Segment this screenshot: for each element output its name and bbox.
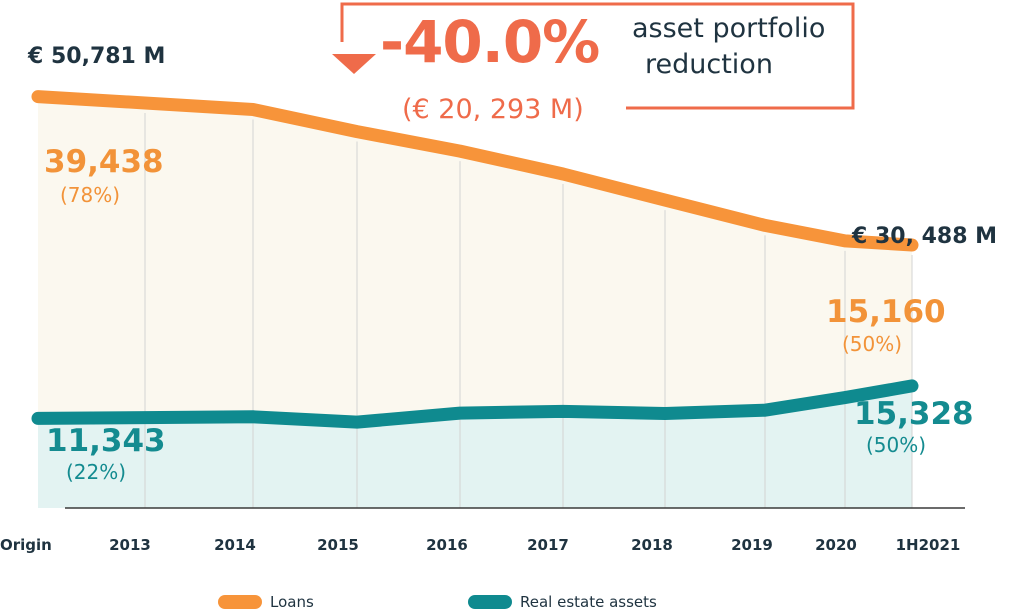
x-tick-label: 2020 — [815, 536, 857, 554]
x-tick-label: 2013 — [109, 536, 151, 554]
loans-end-value: 15,160 — [826, 294, 946, 330]
loans-line — [31, 90, 919, 252]
reduction-label-line1: asset portfolio — [632, 13, 826, 44]
x-tick-label: 2016 — [426, 536, 468, 554]
x-tick-label: 1H2021 — [895, 536, 961, 554]
x-tick-label: Origin — [0, 536, 52, 554]
x-tick-label: 2014 — [214, 536, 256, 554]
real-estate-origin-value: 11,343 — [46, 423, 166, 459]
reduction-percent: -40.0% — [380, 8, 600, 76]
legend-real-estate-swatch — [468, 595, 512, 609]
end-total-label: € 30, 488 M — [852, 224, 998, 249]
loans-area — [38, 96, 912, 423]
legend-real-estate-label: Real estate assets — [520, 593, 657, 611]
down-arrow-icon — [332, 54, 376, 74]
loans-origin-value: 39,438 — [44, 144, 164, 180]
series-lines — [31, 90, 919, 429]
x-tick-label: 2017 — [527, 536, 569, 554]
legend-real-estate: Real estate assets — [468, 593, 657, 611]
callout-box — [340, 2, 855, 110]
real-estate-end-pct: (50%) — [866, 433, 927, 457]
x-tick-label: 2015 — [317, 536, 359, 554]
loans-end-pct: (50%) — [842, 332, 903, 356]
reduction-label-line2: reduction — [645, 49, 773, 80]
legend-loans: Loans — [218, 593, 314, 611]
legend-loans-swatch — [218, 595, 262, 609]
real-estate-origin-pct: (22%) — [66, 460, 127, 484]
real-estate-end-value: 15,328 — [854, 396, 974, 432]
reduction-amount: (€ 20, 293 M) — [402, 94, 584, 125]
origin-total-label: € 50,781 M — [28, 44, 166, 69]
x-tick-label: 2019 — [731, 536, 773, 554]
legend-loans-label: Loans — [270, 593, 314, 611]
x-tick-label: 2018 — [631, 536, 673, 554]
real-estate-line — [31, 379, 919, 429]
loans-origin-pct: (78%) — [60, 183, 121, 207]
